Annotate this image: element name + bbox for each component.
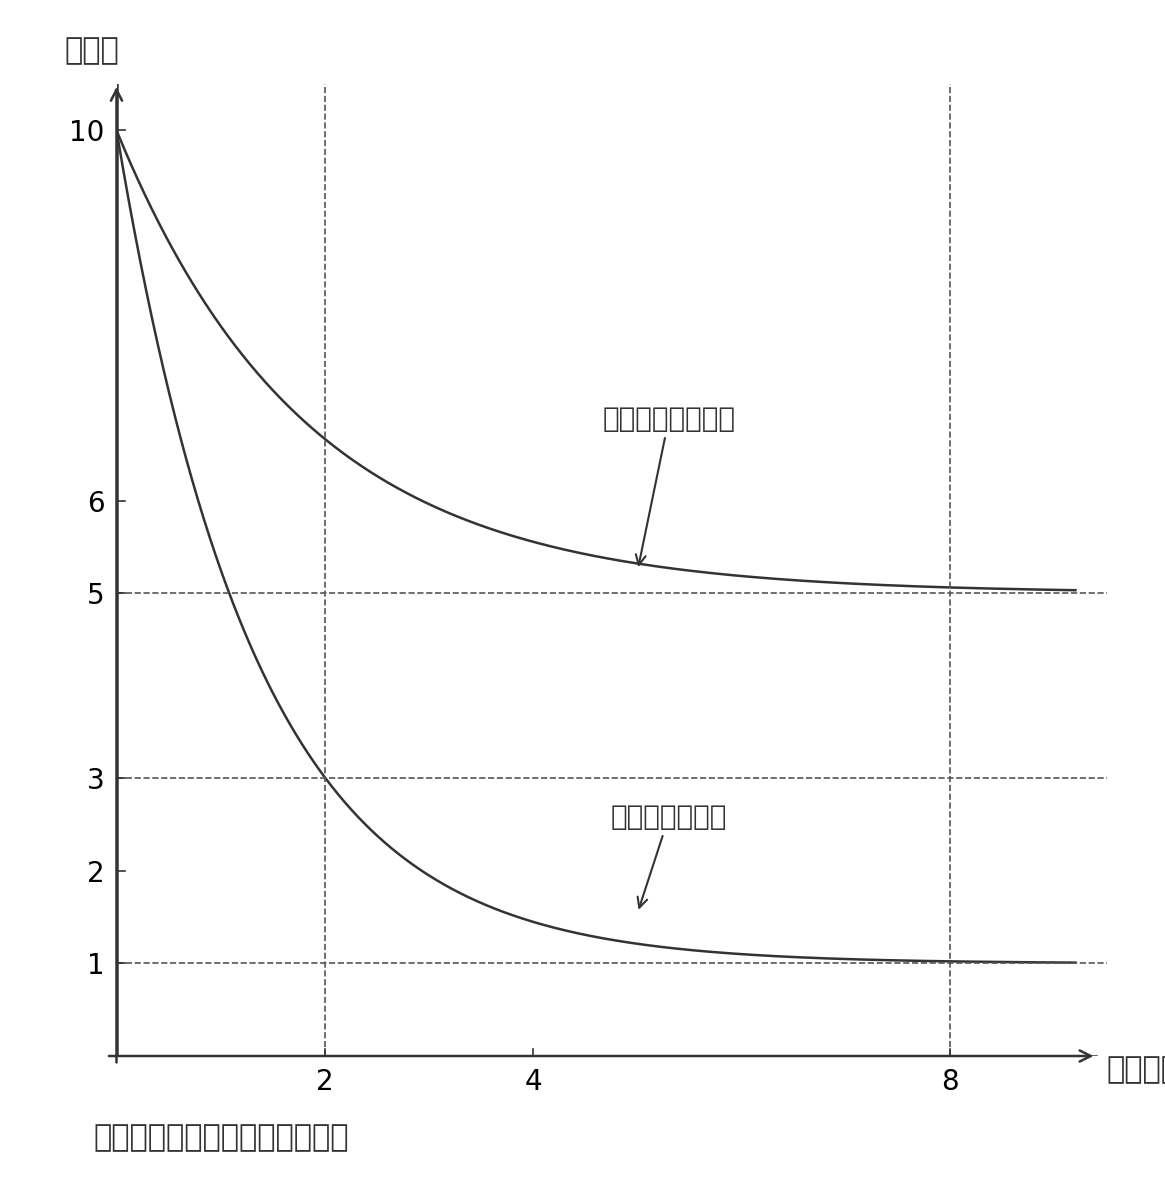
Text: 睡眠をとった場合: 睡眠をとった場合 bbox=[602, 404, 735, 565]
Text: 起きていた場合: 起きていた場合 bbox=[610, 803, 727, 907]
Text: 図４．　忘却曲線と睡眠の効果: 図４． 忘却曲線と睡眠の効果 bbox=[93, 1123, 348, 1152]
Text: 記憶量: 記憶量 bbox=[64, 36, 119, 66]
Text: 経過時間: 経過時間 bbox=[1107, 1055, 1165, 1085]
